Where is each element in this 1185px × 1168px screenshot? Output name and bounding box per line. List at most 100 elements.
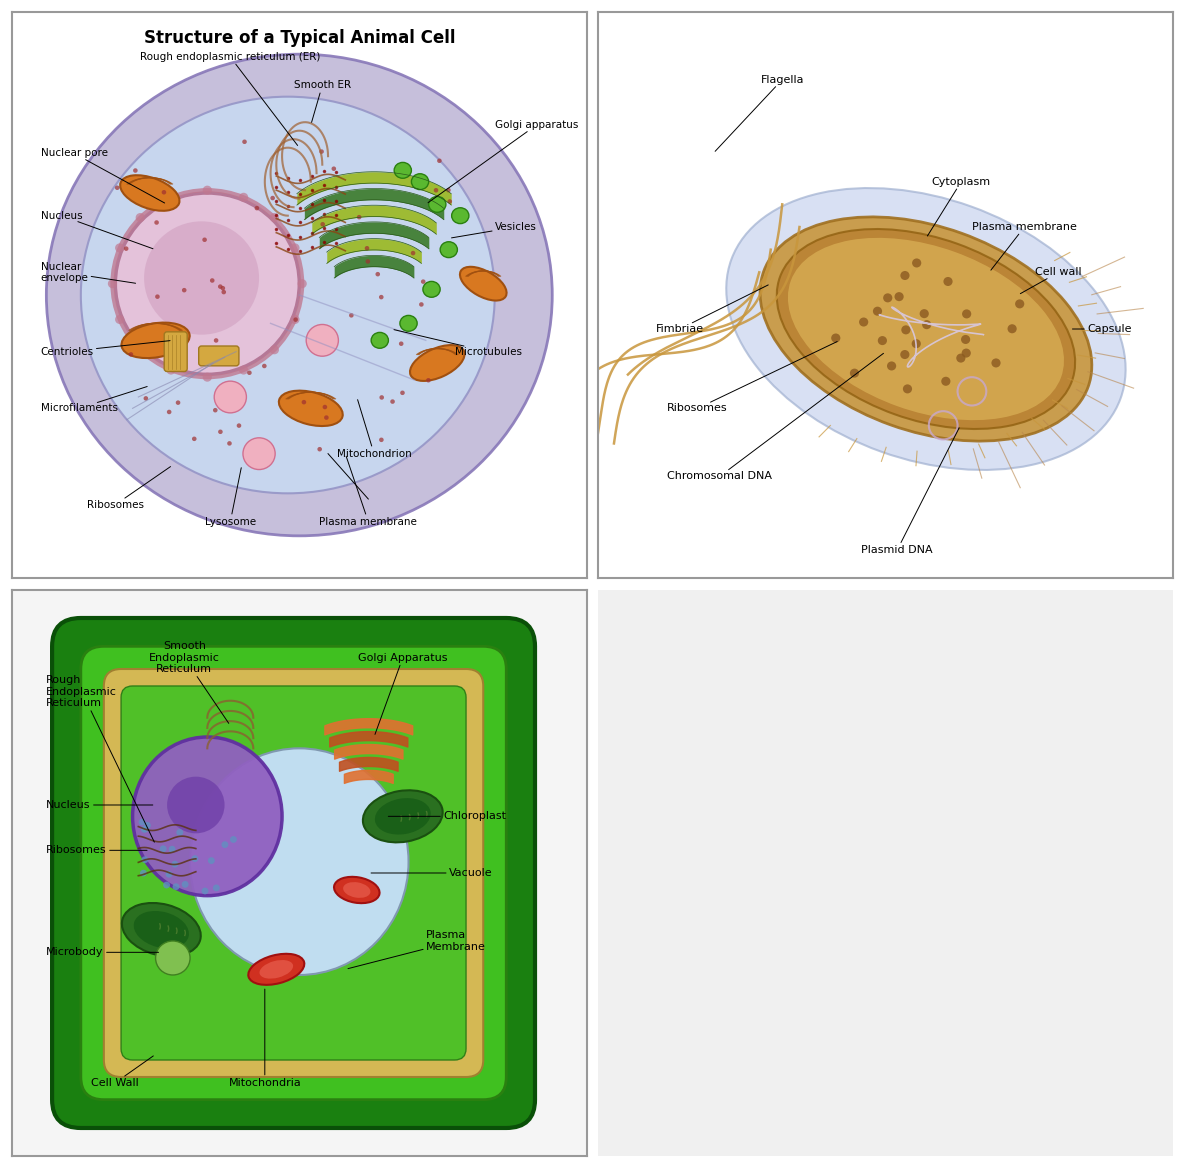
Circle shape — [140, 870, 147, 876]
Text: Vacuole: Vacuole — [371, 868, 493, 878]
Text: Mitochondria: Mitochondria — [229, 989, 301, 1087]
Circle shape — [903, 384, 912, 394]
Text: Capsule: Capsule — [1072, 324, 1132, 334]
Circle shape — [956, 354, 966, 362]
Circle shape — [1007, 325, 1017, 333]
Text: Ribosomes: Ribosomes — [667, 341, 838, 413]
Circle shape — [213, 339, 218, 342]
Circle shape — [222, 290, 226, 294]
Circle shape — [379, 395, 384, 399]
Circle shape — [262, 363, 267, 368]
Circle shape — [448, 200, 453, 203]
Circle shape — [297, 279, 307, 288]
Circle shape — [173, 883, 179, 890]
Ellipse shape — [122, 322, 190, 359]
Circle shape — [115, 243, 124, 252]
Circle shape — [357, 215, 361, 220]
Text: Plasmid DNA: Plasmid DNA — [861, 427, 959, 555]
Circle shape — [419, 303, 424, 307]
FancyBboxPatch shape — [52, 618, 534, 1128]
Circle shape — [319, 150, 324, 154]
Circle shape — [243, 438, 275, 470]
Text: Nuclear
envelope: Nuclear envelope — [40, 262, 135, 284]
Ellipse shape — [249, 954, 305, 985]
Circle shape — [248, 370, 251, 375]
FancyBboxPatch shape — [104, 669, 483, 1077]
Circle shape — [133, 168, 137, 173]
Circle shape — [210, 278, 214, 283]
Circle shape — [401, 390, 405, 395]
Circle shape — [302, 399, 306, 404]
Circle shape — [306, 325, 339, 356]
Circle shape — [129, 352, 133, 356]
Text: Rough endoplasmic reticulum (ER): Rough endoplasmic reticulum (ER) — [140, 53, 320, 146]
Text: Plasma
Membrane: Plasma Membrane — [348, 930, 486, 968]
Text: Cell Wall: Cell Wall — [91, 1056, 153, 1087]
Text: Nucleus: Nucleus — [46, 800, 153, 809]
Circle shape — [992, 359, 1000, 368]
Circle shape — [322, 405, 327, 409]
Circle shape — [434, 188, 438, 193]
Ellipse shape — [440, 242, 457, 258]
Circle shape — [318, 447, 322, 452]
Circle shape — [270, 346, 278, 354]
Circle shape — [166, 366, 175, 375]
Circle shape — [218, 284, 223, 288]
Ellipse shape — [726, 188, 1126, 470]
Text: Mitochondrion: Mitochondrion — [337, 399, 411, 459]
Circle shape — [213, 408, 218, 412]
Text: Nucleus: Nucleus — [40, 210, 153, 249]
Text: Rough
Endoplasmic
Reticulum: Rough Endoplasmic Reticulum — [46, 675, 154, 842]
Text: Ribosomes: Ribosomes — [87, 466, 171, 509]
Ellipse shape — [371, 333, 389, 348]
Circle shape — [920, 310, 929, 318]
Circle shape — [878, 336, 888, 345]
Text: Nuclear pore: Nuclear pore — [40, 148, 165, 203]
Circle shape — [135, 213, 145, 222]
Circle shape — [239, 366, 248, 375]
Circle shape — [421, 279, 425, 284]
Circle shape — [181, 881, 188, 888]
Ellipse shape — [451, 208, 469, 223]
Circle shape — [290, 315, 300, 324]
Circle shape — [160, 846, 167, 853]
Text: Lysosome: Lysosome — [205, 467, 256, 527]
Circle shape — [166, 193, 175, 202]
Ellipse shape — [411, 174, 429, 189]
Ellipse shape — [167, 777, 225, 833]
Ellipse shape — [760, 217, 1091, 442]
Circle shape — [203, 186, 212, 195]
Circle shape — [399, 341, 404, 346]
Text: Flagella: Flagella — [715, 75, 803, 152]
Circle shape — [203, 237, 207, 242]
Ellipse shape — [363, 791, 443, 842]
Text: Centrioles: Centrioles — [40, 341, 171, 356]
Circle shape — [175, 401, 180, 405]
Circle shape — [177, 829, 184, 836]
Circle shape — [164, 882, 171, 889]
Circle shape — [207, 857, 214, 864]
Circle shape — [850, 369, 859, 377]
Circle shape — [437, 159, 442, 164]
Ellipse shape — [120, 175, 179, 210]
Circle shape — [161, 190, 166, 195]
Circle shape — [883, 293, 892, 303]
Ellipse shape — [81, 97, 495, 493]
Circle shape — [141, 856, 148, 863]
Circle shape — [901, 350, 909, 359]
Circle shape — [155, 294, 160, 299]
Circle shape — [941, 377, 950, 385]
Ellipse shape — [122, 903, 200, 957]
Ellipse shape — [410, 345, 465, 381]
Circle shape — [154, 221, 159, 224]
Circle shape — [390, 399, 395, 404]
Circle shape — [294, 318, 297, 322]
Circle shape — [911, 339, 921, 348]
Circle shape — [962, 310, 972, 319]
Ellipse shape — [395, 162, 411, 179]
Ellipse shape — [788, 238, 1064, 420]
Circle shape — [255, 206, 260, 210]
Circle shape — [115, 315, 124, 324]
Ellipse shape — [145, 222, 260, 335]
Circle shape — [270, 213, 278, 222]
